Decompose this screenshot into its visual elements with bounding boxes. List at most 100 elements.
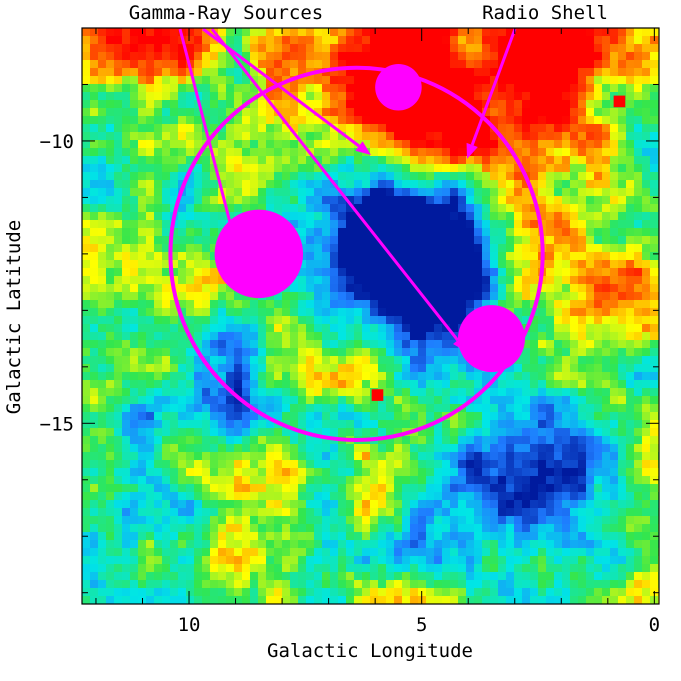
heatmap-cell <box>634 204 643 213</box>
heatmap-cell <box>154 516 163 525</box>
heatmap-cell <box>138 108 147 117</box>
heatmap-cell <box>570 84 579 93</box>
heatmap-cell <box>314 228 323 237</box>
heatmap-cell <box>274 548 283 557</box>
heatmap-cell <box>330 316 339 325</box>
heatmap-cell <box>170 468 179 477</box>
heatmap-cell <box>538 524 547 533</box>
heatmap-cell <box>538 324 547 333</box>
heatmap-cell <box>362 564 371 573</box>
heatmap-cell <box>226 100 235 109</box>
heatmap-cell <box>602 44 611 53</box>
heatmap-cell <box>570 36 579 45</box>
heatmap-cell <box>186 228 195 237</box>
heatmap-cell <box>618 196 627 205</box>
heatmap-cell <box>554 292 563 301</box>
heatmap-cell <box>290 372 299 381</box>
heatmap-cell <box>162 380 171 389</box>
heatmap-cell <box>170 36 179 45</box>
heatmap-cell <box>178 572 187 581</box>
heatmap-cell <box>538 52 547 61</box>
heatmap-cell <box>106 364 115 373</box>
heatmap-cell <box>322 36 331 45</box>
heatmap-cell <box>146 388 155 397</box>
heatmap-cell <box>354 380 363 389</box>
heatmap-cell <box>314 532 323 541</box>
heatmap-cell <box>610 276 619 285</box>
heatmap-cell <box>306 180 315 189</box>
heatmap-cell <box>634 52 643 61</box>
heatmap-cell <box>570 348 579 357</box>
heatmap-cell <box>306 564 315 573</box>
heatmap-cell <box>194 484 203 493</box>
heatmap-cell <box>506 548 515 557</box>
heatmap-cell <box>258 84 267 93</box>
heatmap-cell <box>602 412 611 421</box>
heatmap-cell <box>362 276 371 285</box>
heatmap-cell <box>210 532 219 541</box>
heatmap-cell <box>322 372 331 381</box>
heatmap-cell <box>210 548 219 557</box>
heatmap-cell <box>186 140 195 149</box>
heatmap-cell <box>642 252 651 261</box>
heatmap-cell <box>306 332 315 341</box>
heatmap-cell <box>370 28 379 37</box>
heatmap-cell <box>138 308 147 317</box>
heatmap-cell <box>634 60 643 69</box>
heatmap-cell <box>482 540 491 549</box>
heatmap-cell <box>530 172 539 181</box>
heatmap-cell <box>586 332 595 341</box>
heatmap-cell <box>154 524 163 533</box>
heatmap-cell <box>266 148 275 157</box>
heatmap-cell <box>562 460 571 469</box>
heatmap-cell <box>586 300 595 309</box>
heatmap-cell <box>138 180 147 189</box>
heatmap-cell <box>434 52 443 61</box>
heatmap-cell <box>466 420 475 429</box>
heatmap-cell <box>290 428 299 437</box>
heatmap-cell <box>346 28 355 37</box>
heatmap-cell <box>650 388 659 397</box>
heatmap-cell <box>106 380 115 389</box>
heatmap-cell <box>594 348 603 357</box>
heatmap-cell <box>602 532 611 541</box>
heatmap-cell <box>370 484 379 493</box>
heatmap-cell <box>546 460 555 469</box>
heatmap-cell <box>290 564 299 573</box>
heatmap-cell <box>322 436 331 445</box>
heatmap-cell <box>562 28 571 37</box>
heatmap-cell <box>450 268 459 277</box>
heatmap-cell <box>410 468 419 477</box>
heatmap-cell <box>106 244 115 253</box>
heatmap-cell <box>458 300 467 309</box>
heatmap-cell <box>530 116 539 125</box>
heatmap-cell <box>402 180 411 189</box>
heatmap-cell <box>362 68 371 77</box>
heatmap-cell <box>290 28 299 37</box>
heatmap-cell <box>578 244 587 253</box>
heatmap-cell <box>642 164 651 173</box>
heatmap-cell <box>570 500 579 509</box>
heatmap-cell <box>490 148 499 157</box>
heatmap-cell <box>226 204 235 213</box>
heatmap-cell <box>170 228 179 237</box>
heatmap-cell <box>154 188 163 197</box>
heatmap-cell <box>514 412 523 421</box>
heatmap-cell <box>138 100 147 109</box>
heatmap-cell <box>106 460 115 469</box>
heatmap-cell <box>274 180 283 189</box>
heatmap-cell <box>106 228 115 237</box>
heatmap-cell <box>626 196 635 205</box>
heatmap-cell <box>410 36 419 45</box>
heatmap-cell <box>226 508 235 517</box>
heatmap-cell <box>298 300 307 309</box>
heatmap-cell <box>322 28 331 37</box>
heatmap-cell <box>618 340 627 349</box>
heatmap-cell <box>450 460 459 469</box>
heatmap-cell <box>370 316 379 325</box>
heatmap-cell <box>594 332 603 341</box>
heatmap-cell <box>362 228 371 237</box>
heatmap-cell <box>234 516 243 525</box>
heatmap-cell <box>354 92 363 101</box>
heatmap-cell <box>562 388 571 397</box>
